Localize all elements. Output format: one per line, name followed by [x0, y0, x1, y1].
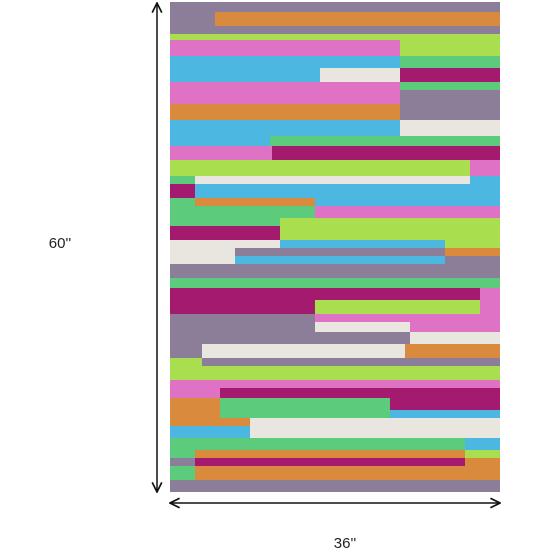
stripe — [170, 256, 235, 264]
stripe — [170, 146, 272, 160]
stripe — [400, 120, 500, 136]
stripe — [390, 410, 500, 418]
stripe — [170, 26, 500, 34]
stripe — [405, 344, 500, 358]
stripe — [170, 480, 500, 492]
stripe — [400, 56, 500, 68]
stripe — [170, 438, 465, 450]
stripe — [235, 256, 445, 264]
stripe — [170, 218, 280, 226]
stripe — [445, 240, 500, 248]
stripe — [250, 418, 500, 426]
stripe — [480, 288, 500, 300]
stripe — [195, 466, 500, 480]
stripe — [170, 136, 270, 146]
height-label: 60'' — [49, 235, 72, 252]
stripe — [272, 146, 500, 160]
stripe — [170, 450, 195, 458]
stripe — [400, 40, 500, 56]
stripe — [170, 418, 250, 426]
stripe — [170, 12, 215, 26]
stripe — [195, 184, 500, 198]
stripe — [235, 248, 445, 256]
stripe — [170, 198, 195, 206]
stripe — [170, 398, 220, 410]
stripe — [170, 40, 400, 56]
stripe — [170, 458, 195, 466]
stripe — [315, 206, 500, 218]
stripe — [445, 248, 500, 256]
stripe — [220, 388, 500, 398]
stripe — [202, 358, 500, 366]
stripe — [250, 426, 500, 438]
stripe — [170, 68, 320, 82]
stripe — [170, 56, 400, 68]
stripe — [445, 256, 500, 264]
stripe — [170, 248, 235, 256]
stripe — [315, 314, 500, 322]
stripe — [400, 82, 500, 90]
stripe — [170, 206, 315, 218]
stripe — [170, 288, 480, 300]
stripe — [195, 198, 315, 206]
stripe — [170, 344, 202, 358]
stripe — [465, 438, 500, 450]
stripe — [195, 458, 465, 466]
stripe — [470, 160, 500, 176]
stripe — [400, 104, 500, 120]
stripe — [170, 120, 400, 136]
stripe — [480, 300, 500, 314]
stripe — [170, 410, 220, 418]
stripe — [170, 34, 500, 40]
stripe — [170, 82, 400, 90]
stripe — [465, 450, 500, 458]
stripe — [315, 198, 500, 206]
stripe — [170, 104, 400, 120]
stripe — [170, 160, 470, 176]
stripe — [220, 398, 390, 410]
stripe — [410, 332, 500, 344]
stripe — [280, 240, 445, 248]
stripe — [170, 184, 195, 198]
stripe — [220, 410, 390, 418]
width-label: 36'' — [334, 535, 357, 550]
stripe — [170, 332, 410, 344]
stripe — [390, 398, 500, 410]
stripe — [410, 322, 500, 332]
stripe — [465, 458, 500, 466]
rug — [170, 2, 500, 492]
stripe — [170, 388, 220, 398]
stripe — [280, 218, 500, 226]
stripe — [215, 12, 500, 26]
stripe — [315, 322, 410, 332]
stripe — [170, 314, 315, 322]
stripe — [170, 278, 500, 288]
stripe — [170, 300, 315, 314]
stripe — [195, 450, 465, 458]
stripe — [170, 264, 500, 278]
stripe — [320, 68, 400, 82]
stripe — [170, 358, 202, 366]
stripe — [400, 90, 500, 104]
stripe — [170, 226, 280, 240]
stripe — [170, 2, 500, 12]
stripe — [202, 344, 405, 358]
stripe — [170, 426, 250, 438]
stripe — [170, 240, 280, 248]
stripe — [170, 466, 195, 480]
stripe — [280, 226, 500, 240]
stripe — [400, 68, 500, 82]
stripe — [195, 176, 470, 184]
stripe — [170, 380, 500, 388]
stripe — [170, 322, 315, 332]
stripe — [470, 176, 500, 184]
stripe — [170, 176, 195, 184]
stripe — [270, 136, 500, 146]
stripe — [170, 366, 500, 380]
stripe — [170, 90, 400, 104]
stripe — [315, 300, 480, 314]
